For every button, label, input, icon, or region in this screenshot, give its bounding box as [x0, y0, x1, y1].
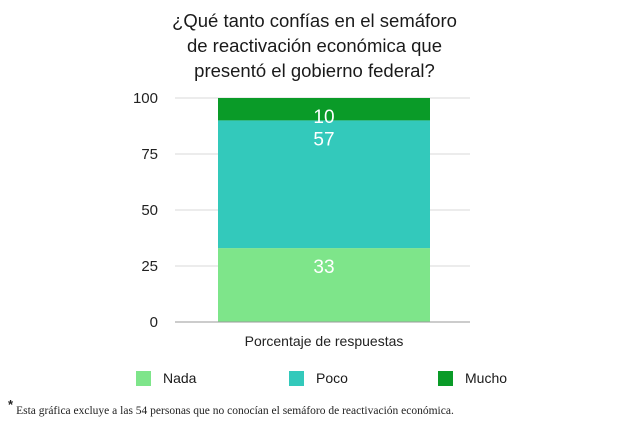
footnote-marker: * — [8, 397, 14, 412]
chart-title-line-2: de reactivación económica que — [186, 35, 443, 56]
y-tick-label-0: 0 — [150, 314, 158, 331]
legend: Nada Poco Mucho — [0, 370, 629, 390]
bar-segment-nada — [218, 248, 430, 322]
chart-title: ¿Qué tanto confías en el semáforo de rea… — [0, 8, 629, 83]
y-tick-label-50: 50 — [141, 202, 158, 219]
legend-label-poco: Poco — [316, 370, 348, 386]
y-tick-label-75: 75 — [141, 146, 158, 163]
legend-swatch-mucho — [438, 370, 453, 386]
data-label-mucho: 10 — [313, 107, 334, 128]
legend-item-mucho: Mucho — [438, 370, 507, 386]
legend-item-nada: Nada — [136, 370, 196, 386]
legend-label-mucho: Mucho — [465, 370, 508, 386]
y-tick-label-25: 25 — [141, 258, 158, 275]
chart-title-line-3: presentó el gobierno federal? — [194, 60, 435, 81]
bar-segment-poco — [218, 120, 430, 249]
x-category-label: Porcentaje de respuestas — [245, 333, 404, 349]
legend-swatch-nada — [136, 370, 151, 386]
data-label-poco: 57 — [313, 129, 334, 150]
chart-title-line-1: ¿Qué tanto confías en el semáforo — [172, 10, 457, 31]
y-tick-label-100: 100 — [133, 90, 158, 107]
footnote-text: Esta gráfica excluye a las 54 personas q… — [16, 405, 454, 417]
legend-label-nada: Nada — [163, 370, 197, 386]
footnote: * Esta gráfica excluye a las 54 personas … — [8, 397, 454, 417]
bar-segment-mucho — [218, 98, 430, 121]
legend-item-poco: Poco — [289, 370, 348, 386]
legend-swatch-poco — [289, 370, 304, 386]
data-label-nada: 33 — [313, 257, 334, 278]
